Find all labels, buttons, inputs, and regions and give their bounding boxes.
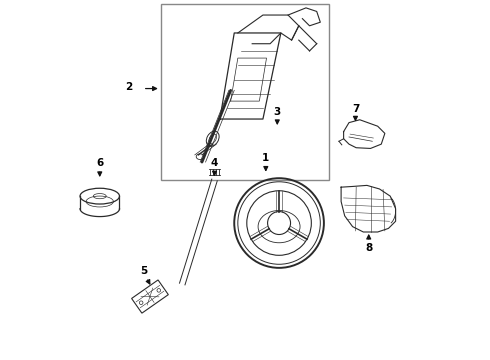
Text: 2: 2 xyxy=(125,82,132,92)
Text: 4: 4 xyxy=(211,158,218,168)
Text: 1: 1 xyxy=(262,153,270,163)
Text: 5: 5 xyxy=(140,266,147,276)
Text: 3: 3 xyxy=(273,107,281,117)
Text: 6: 6 xyxy=(96,158,103,168)
Bar xyxy=(161,4,329,180)
Text: 8: 8 xyxy=(365,243,372,253)
Text: 7: 7 xyxy=(352,104,359,114)
